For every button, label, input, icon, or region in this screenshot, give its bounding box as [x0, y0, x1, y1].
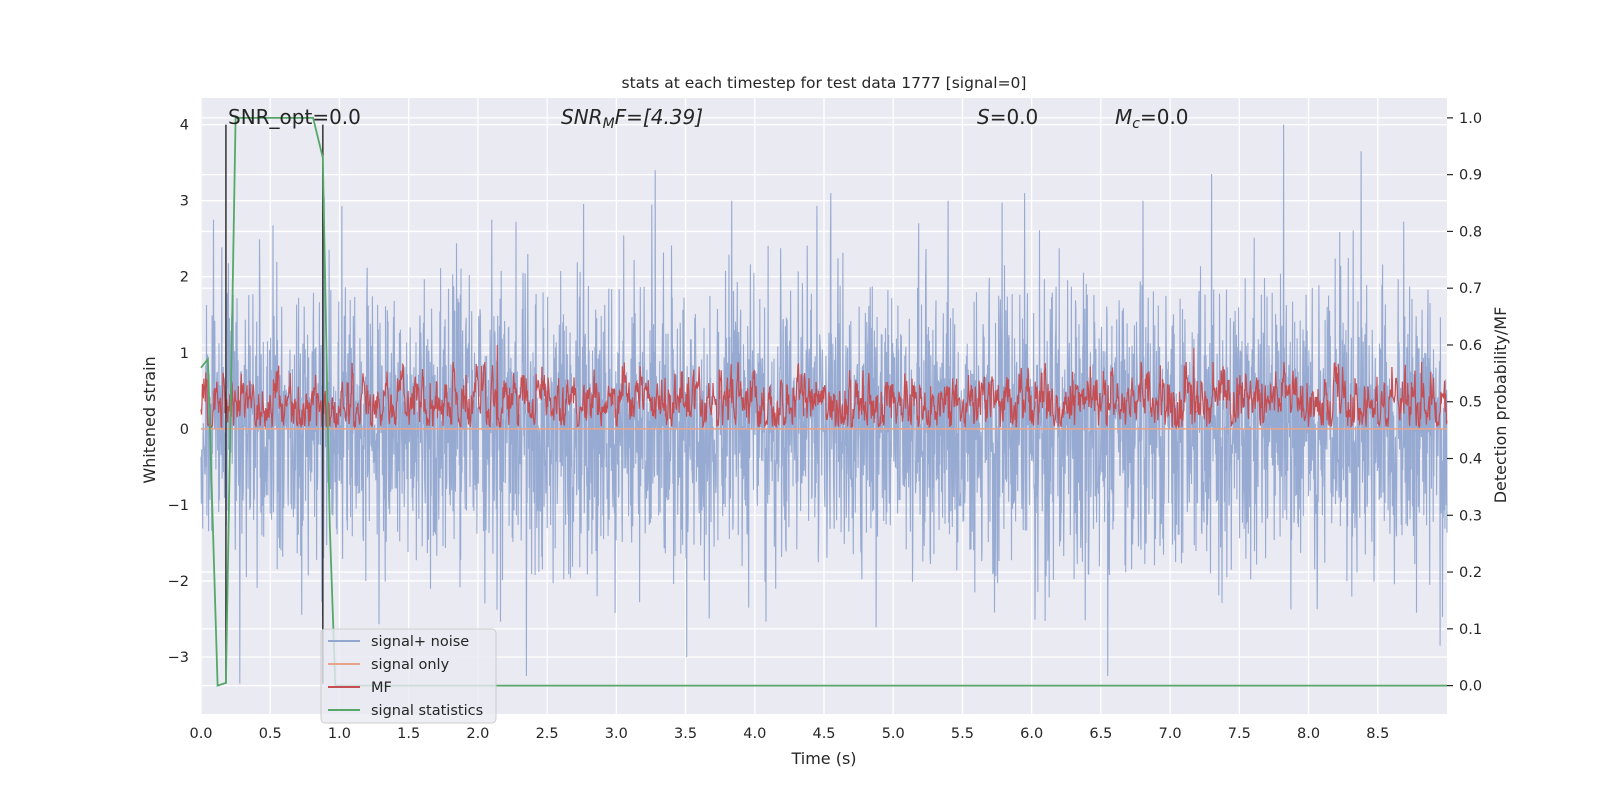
annotation-s: S=0.0	[977, 105, 1038, 129]
x-tick-label: 2.0	[466, 726, 489, 742]
legend-label-mf: MF	[371, 680, 392, 696]
y-tick-label-right: 1.0	[1459, 111, 1482, 127]
x-tick-label: 0.0	[189, 726, 212, 742]
y-tick-label-left: 1	[180, 346, 189, 362]
signal-statistics-line	[200, 117, 1447, 687]
x-tick-label: 6.0	[1020, 726, 1043, 742]
y-axis-label-left: Whitened strain	[140, 356, 159, 483]
y-tick-label-right: 0.7	[1459, 281, 1482, 297]
x-tick-label: 8.0	[1297, 726, 1320, 742]
x-tick-label: 5.5	[951, 726, 974, 742]
chart-title: stats at each timestep for test data 177…	[622, 74, 1027, 92]
noise-line	[200, 124, 1448, 684]
y-tick-label-left: −3	[168, 650, 189, 666]
mf-line	[200, 344, 1448, 430]
y-tick-label-right: 0.3	[1459, 508, 1482, 524]
x-tick-label: 6.5	[1089, 726, 1112, 742]
y-tick-label-right: 0.2	[1459, 565, 1482, 581]
y-tick-label-right: 0.0	[1459, 679, 1482, 695]
y-tick-label-left: 3	[180, 194, 189, 210]
y-tick-label-left: −2	[168, 574, 189, 590]
x-tick-labels: 0.0 0.5 1.0 1.5 2.0 2.5 3.0 3.5 4.0 4.5 5.0 5.5 6.0 6…	[189, 726, 1389, 742]
legend: signal+ noise signal only MF signal stat…	[320, 628, 497, 724]
legend-label-signal-noise: signal+ noise	[371, 634, 469, 650]
y-tick-label-left: 4	[180, 118, 189, 134]
x-tick-label: 7.0	[1159, 726, 1182, 742]
y-tick-labels-left: −3 −2 −1 0 1 2 3 4	[168, 118, 189, 666]
legend-box	[320, 628, 497, 724]
y-tick-label-right: 0.4	[1459, 452, 1482, 468]
x-tick-label: 4.0	[743, 726, 766, 742]
vertical-markers	[225, 124, 324, 684]
x-tick-label: 1.0	[328, 726, 351, 742]
x-axis-label: Time (s)	[790, 749, 856, 768]
series-mf	[200, 344, 1448, 430]
annotation-mc: Mc=0.0	[1115, 105, 1189, 132]
y-tick-labels-right: 0.0 0.1 0.2 0.3 0.4 0.5 0.6 0.7 0.8 0.9 1.0	[1447, 111, 1482, 695]
x-tick-label: 0.5	[259, 726, 282, 742]
y-axis-label-right: Detection probability/MF	[1491, 307, 1510, 504]
series-signal-statistics	[200, 117, 1447, 687]
legend-label-signal-only: signal only	[371, 657, 450, 673]
x-tick-label: 7.5	[1228, 726, 1251, 742]
x-tick-label: 1.5	[397, 726, 420, 742]
x-tick-label: 3.0	[605, 726, 628, 742]
legend-label-signal-statistics: signal statistics	[371, 703, 483, 719]
x-tick-label: 4.5	[812, 726, 835, 742]
y-tick-label-right: 0.5	[1459, 395, 1482, 411]
y-tick-label-left: −1	[168, 498, 189, 514]
y-tick-label-right: 0.1	[1459, 622, 1482, 638]
x-tick-label: 5.0	[882, 726, 905, 742]
x-tick-label: 3.5	[674, 726, 697, 742]
annotation-snr-opt: SNR_opt=0.0	[228, 105, 361, 129]
x-tick-label: 2.5	[536, 726, 559, 742]
y-tick-label-right: 0.8	[1459, 224, 1482, 240]
series-signal-noise	[200, 124, 1448, 684]
annotation-snr-mf: SNRMF=[4.39]	[561, 105, 703, 132]
y-tick-label-right: 0.9	[1459, 168, 1482, 184]
y-tick-label-right: 0.6	[1459, 338, 1482, 354]
y-tick-label-left: 2	[180, 270, 189, 286]
x-tick-label: 8.5	[1366, 726, 1389, 742]
y-tick-label-left: 0	[180, 422, 189, 438]
